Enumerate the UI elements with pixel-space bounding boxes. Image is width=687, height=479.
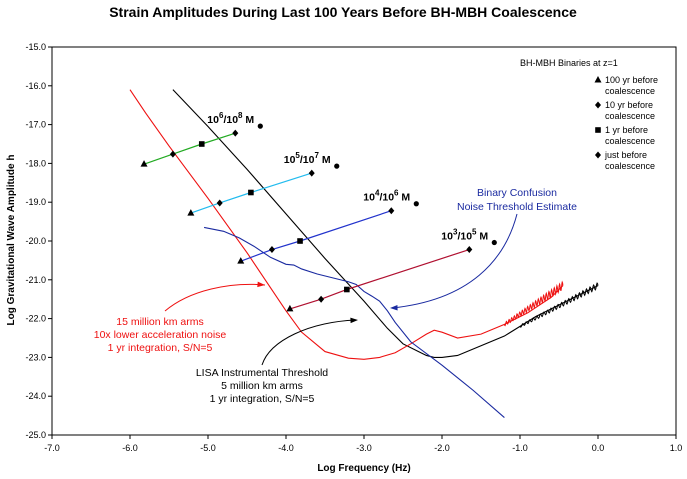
diamond-marker [308,169,315,177]
lisa-line-1: LISA Instrumental Threshold [196,367,328,379]
legend-item-label: coalescence [605,111,655,121]
y-tick-label: -25.0 [25,430,46,440]
curve-line [129,89,564,360]
square-marker [297,238,303,244]
binary-track-line [289,248,470,310]
y-tick-label: -15.0 [25,42,46,52]
x-tick-label: 0.0 [592,443,605,453]
y-tick-label: -20.0 [25,236,46,246]
legend-title: BH-MBH Binaries at z=1 [520,58,618,68]
diamond-marker [595,151,601,159]
square-marker [344,286,350,293]
arrow-line [164,283,266,312]
diamond-marker [388,207,395,215]
annotation-binary-confusion: Binary Confusion Noise Threshold Estimat… [457,187,577,213]
square-marker [595,127,601,133]
lisa-line-3: 1 yr integration, S/N=5 [210,393,315,405]
arrow-line [261,319,357,366]
triangle-marker [187,209,195,216]
sun-symbol [257,123,263,129]
chart-title: Strain Amplitudes During Last 100 Years … [109,4,577,20]
y-tick-label: -17.0 [25,120,46,130]
binary-mass-label: 104/106 M [363,189,410,204]
binary-mass-label: 105/107 M [284,151,331,166]
y-axis-label: Log Gravitational Wave Amplitude h [6,155,17,326]
y-tick-label: -22.0 [25,314,46,324]
y-tick-label: -23.0 [25,352,46,362]
triangle-marker [286,304,294,312]
triangle-marker [140,160,148,167]
legend-item-label: coalescence [605,136,655,146]
x-axis-label: Log Frequency (Hz) [317,463,410,474]
curve-line [172,89,599,358]
binary-confusion-line-1: Binary Confusion [477,187,557,199]
x-tick-label: -3.0 [356,443,372,453]
x-tick-label: 1.0 [670,443,683,453]
legend-item-label: coalescence [605,161,655,171]
binary-track-line [143,132,236,165]
arrow-head [350,317,358,324]
diamond-marker [595,101,601,109]
axes: -7.0 -6.0 -5.0 -4.0 -3.0 -2.0 -1.0 0.0 1.0 -15.0 -… [25,42,682,453]
red-curve-line-2: 10x lower acceleration noise [94,329,227,341]
curve-oscillation [519,282,599,328]
binary-mass-label: 106/108 M [207,111,254,126]
binary-track-line [240,210,392,262]
sun-symbol [491,239,497,246]
sun-symbol [334,163,340,169]
legend-item-label: coalescence [605,86,655,96]
legend-item-label: just before [604,150,647,160]
y-tick-label: -24.0 [25,391,46,401]
curve-line [203,226,505,418]
binary-mass-label: 103/105 M [441,228,488,243]
red-curve-line-1: 15 million km arms [116,316,204,328]
y-tick-label: -21.0 [25,275,46,285]
sun-symbol [413,201,419,207]
x-tick-label: -2.0 [434,443,450,453]
triangle-marker [237,257,245,264]
y-tick-label: -16.0 [25,81,46,91]
curve-oscillation [503,280,564,327]
triangle-marker [594,76,602,83]
legend: BH-MBH Binaries at z=1 100 yr beforecoal… [520,58,658,171]
arrow-head [390,304,398,311]
annotation-arrows [164,213,518,366]
annotation-red-curve: 15 million km arms 10x lower acceleratio… [94,316,227,354]
legend-item-label: 100 yr before [605,75,658,85]
x-tick-label: -1.0 [512,443,528,453]
diamond-marker [169,150,176,158]
arrow-line [391,213,518,309]
red-curve-line-3: 1 yr integration, S/N=5 [108,342,213,354]
x-tick-label: -7.0 [44,443,60,453]
arrow-head [257,281,265,288]
y-tick-label: -18.0 [25,158,46,168]
diamond-marker [318,295,325,303]
x-tick-label: -4.0 [278,443,294,453]
diamond-marker [268,246,275,254]
lisa-line-2: 5 million km arms [221,380,303,392]
square-marker [198,141,205,147]
x-tick-label: -6.0 [122,443,138,453]
diamond-marker [232,129,239,137]
annotation-lisa: LISA Instrumental Threshold 5 million km… [196,367,328,405]
plot-frame [51,46,677,436]
diamond-marker [216,199,223,207]
y-tick-label: -19.0 [25,197,46,207]
x-tick-label: -5.0 [200,443,216,453]
binary-tracks: 106/108 M 105/107 M 104/106 M 103/105 M [140,111,497,312]
binary-track-line [190,172,312,214]
diamond-marker [466,246,473,254]
legend-item-label: 1 yr before [605,125,648,135]
legend-item-label: 10 yr before [605,100,653,110]
binary-confusion-line-2: Noise Threshold Estimate [457,201,577,213]
square-marker [248,189,254,196]
threshold-curves [129,89,599,418]
